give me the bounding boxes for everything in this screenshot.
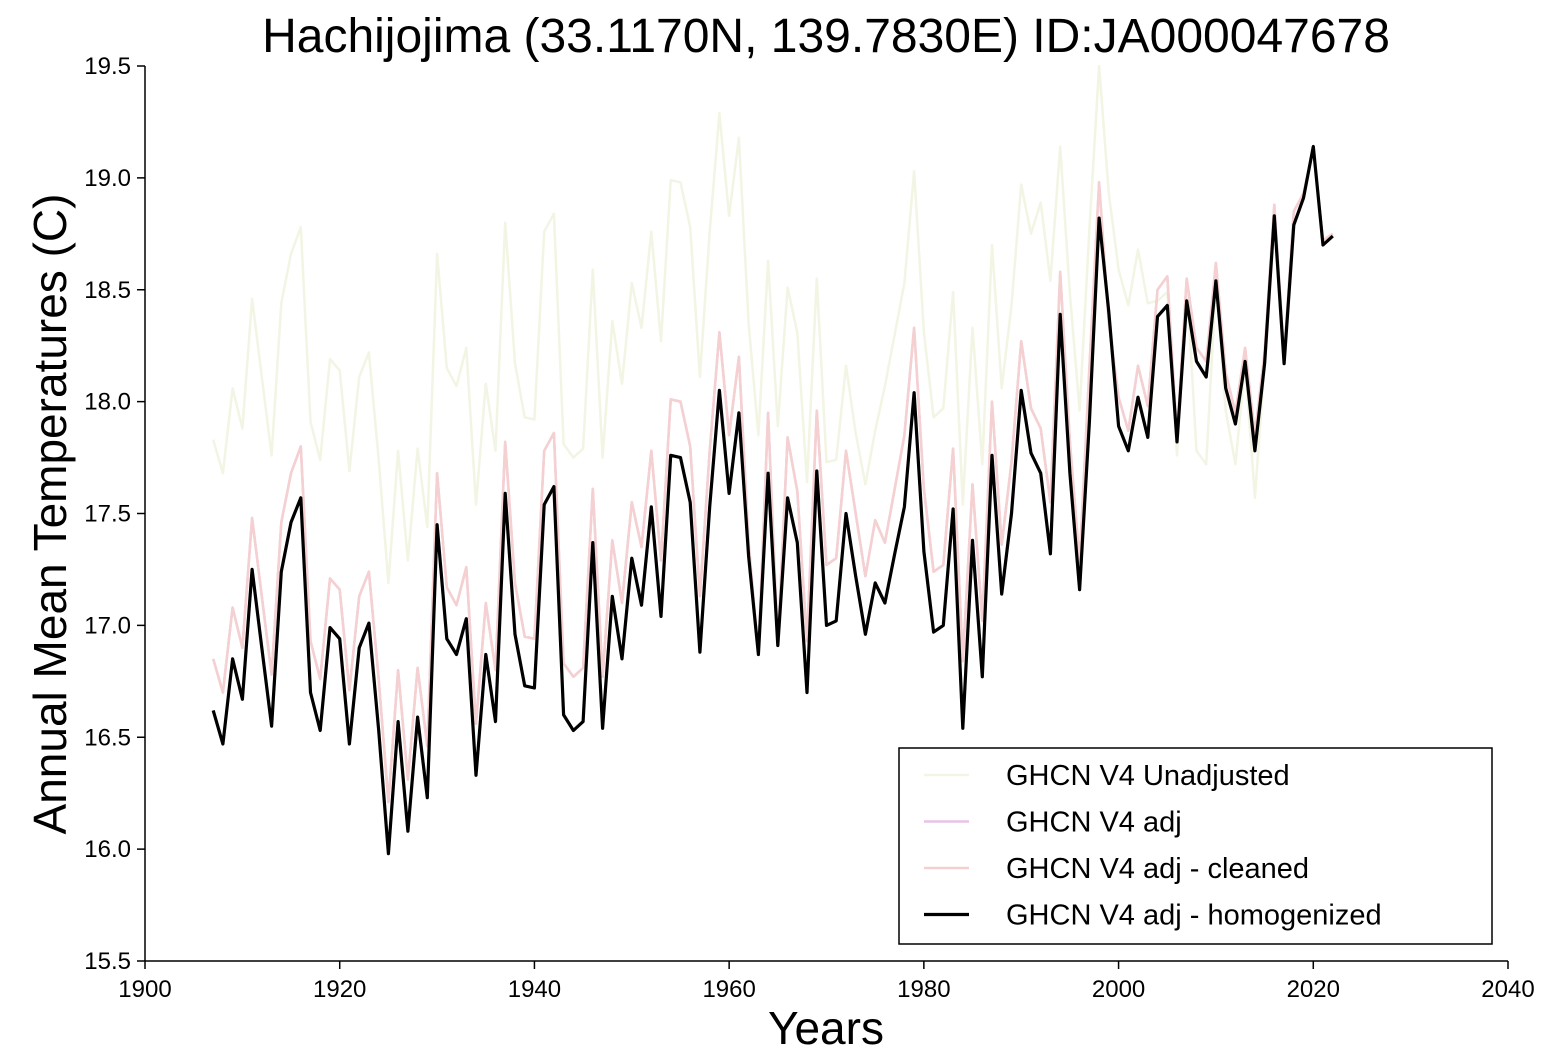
x-tick-label: 2020: [1287, 976, 1340, 1003]
y-tick-label: 17.5: [84, 501, 131, 528]
x-axis: 1900 1920 1940 1960 1980 2000 2020 2040: [118, 960, 1535, 1003]
x-tick-label: 2000: [1092, 976, 1145, 1003]
x-tick-label: 1900: [118, 976, 171, 1003]
legend-label: GHCN V4 adj - cleaned: [1006, 853, 1309, 885]
chart-title: Hachijojima (33.1170N, 139.7830E) ID:JA0…: [262, 10, 1390, 63]
y-tick-label: 18.5: [84, 277, 131, 304]
legend-label: GHCN V4 Unadjusted: [1006, 760, 1290, 792]
y-axis-label: Annual Mean Temperatures (C): [24, 194, 76, 835]
series-lines: [211, 64, 1334, 856]
x-tick-label: 1960: [702, 976, 755, 1003]
x-axis-label: Years: [768, 1002, 884, 1054]
y-tick-label: 19.0: [84, 165, 131, 192]
legend-label: GHCN V4 adj: [1006, 807, 1182, 839]
legend: GHCN V4 Unadjusted GHCN V4 adj GHCN V4 adj…: [898, 747, 1493, 945]
legend-label: GHCN V4 adj - homogenized: [1006, 900, 1382, 932]
series-line-ghcn-v4-adj-homogenized: [211, 144, 1334, 856]
y-tick-label: 17.0: [84, 612, 131, 639]
x-tick-label: 1940: [508, 976, 561, 1003]
y-tick-label: 19.5: [84, 53, 131, 80]
series-line-ghcn-v4-unadjusted: [211, 64, 1334, 585]
y-tick-label: 18.0: [84, 389, 131, 416]
x-tick-label: 2040: [1481, 976, 1534, 1003]
series-line-ghcn-v4-adj-cleaned: [211, 147, 1334, 804]
y-tick-label: 16.5: [84, 724, 131, 751]
y-tick-label: 16.0: [84, 836, 131, 863]
y-tick-label: 15.5: [84, 948, 131, 975]
x-tick-label: 1980: [897, 976, 950, 1003]
legend-box: [898, 747, 1493, 945]
x-tick-label: 1920: [313, 976, 366, 1003]
y-axis: 15.5 16.0 16.5 17.0 17.5 18.0 18.5 19.0 19.5: [84, 53, 146, 975]
